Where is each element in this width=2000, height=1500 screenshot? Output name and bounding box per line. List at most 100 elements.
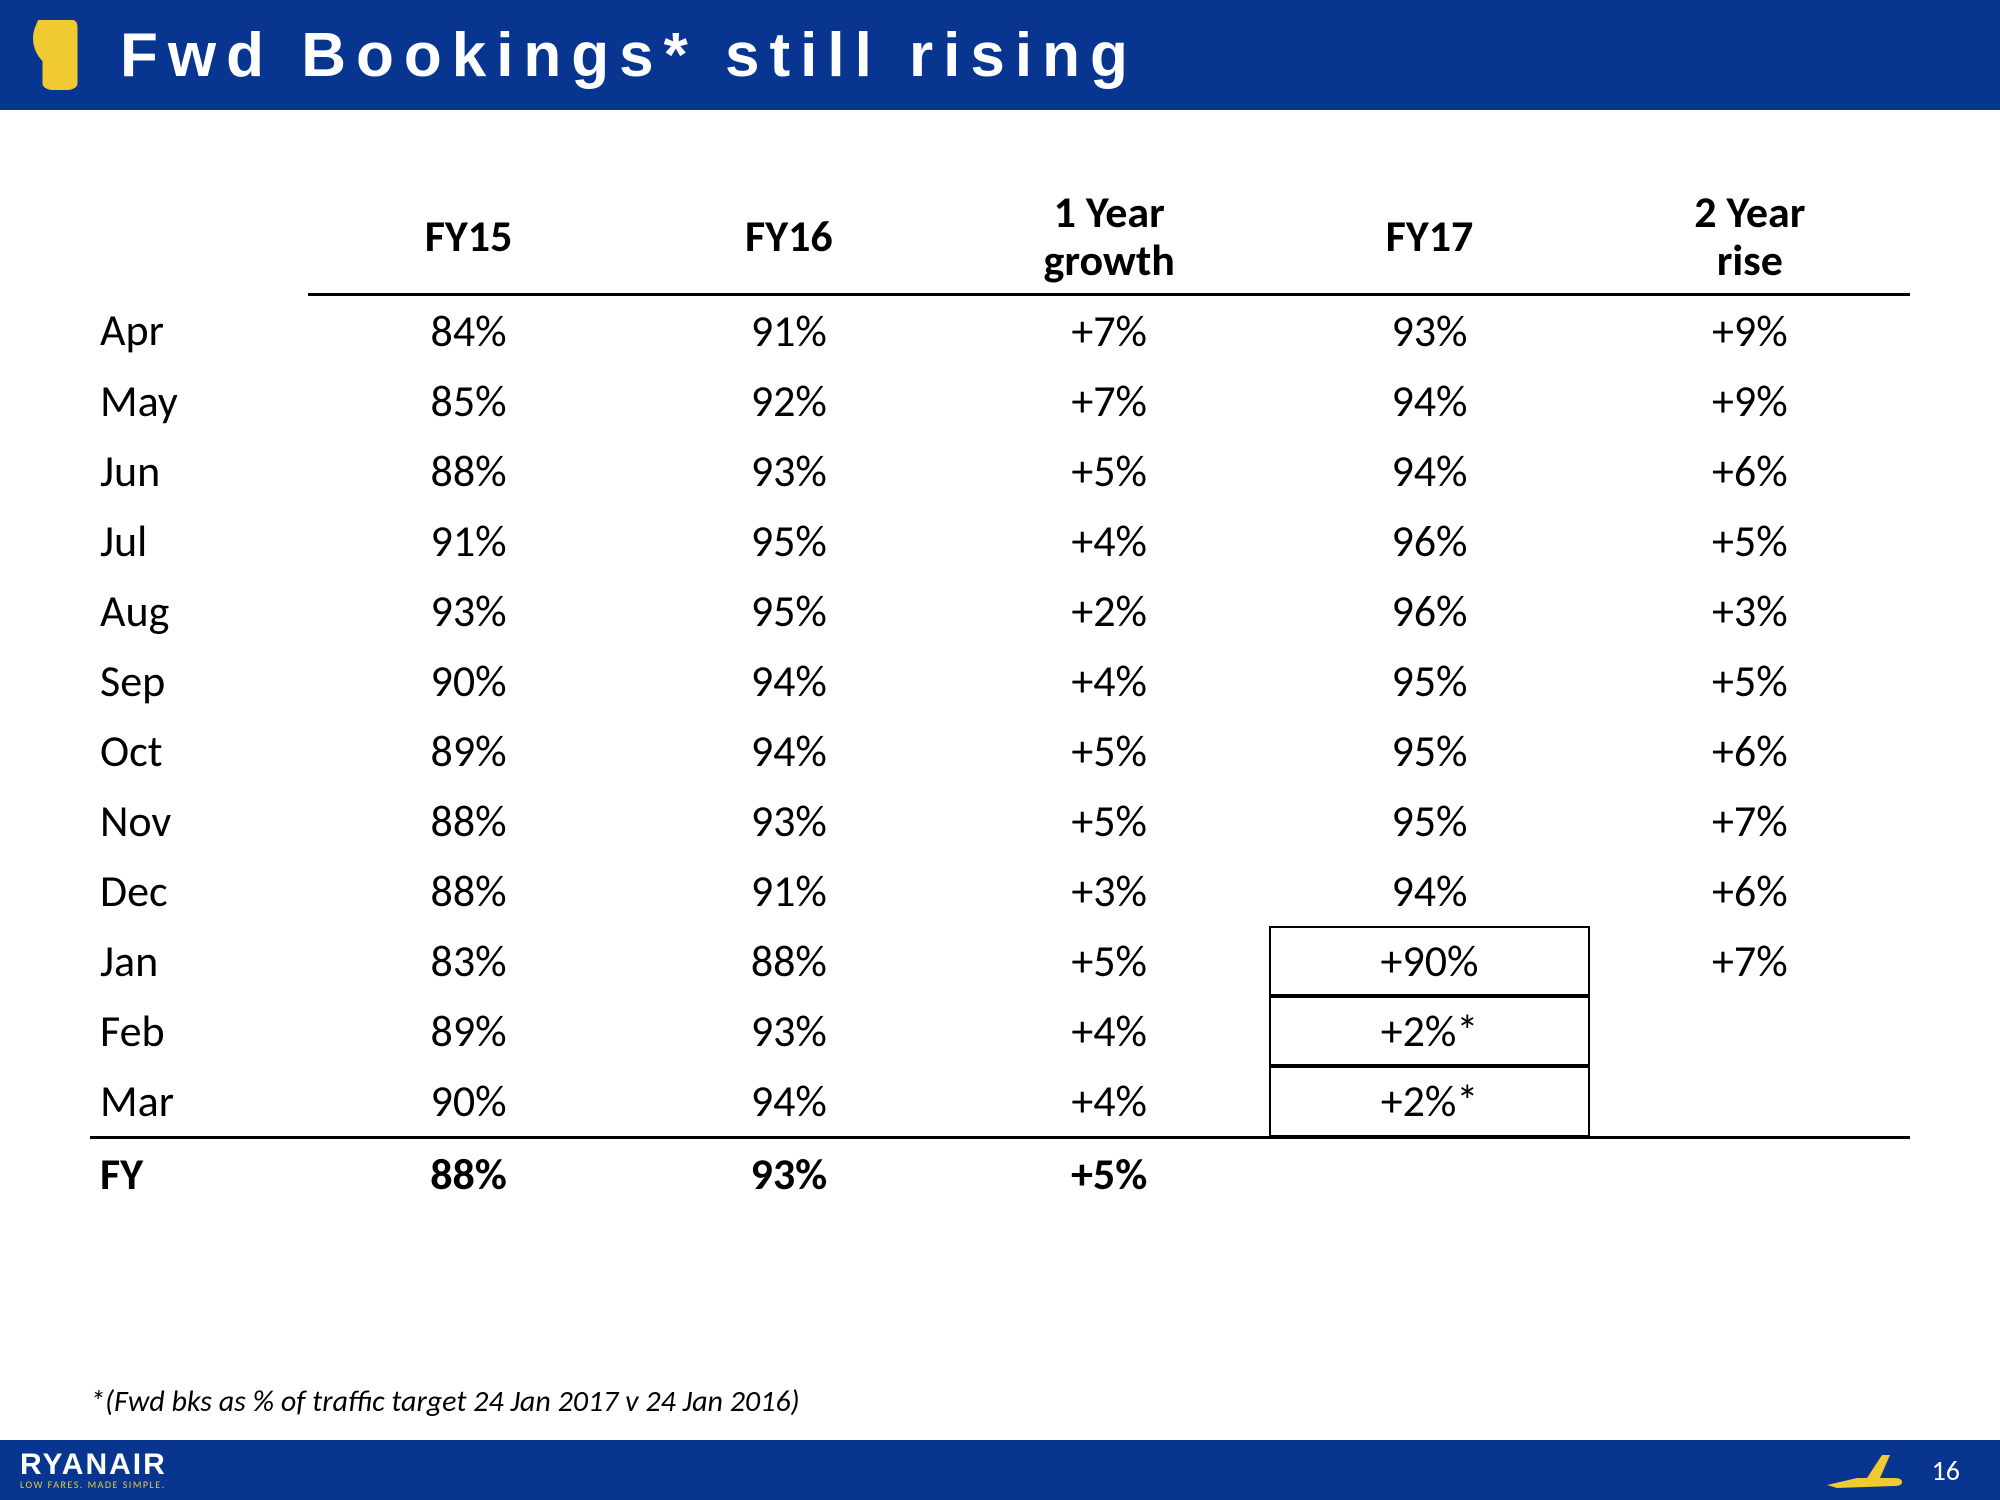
- cell-fy16: 93%: [629, 996, 949, 1066]
- cell-month: FY: [90, 1137, 308, 1209]
- cell-fy17: 96%: [1269, 506, 1589, 576]
- cell-fy16: 92%: [629, 366, 949, 436]
- cell-2yr: +7%: [1590, 926, 1910, 996]
- page-number: 16: [1932, 1453, 1960, 1488]
- slide: Fwd Bookings* still rising FY15 FY16 1 Y…: [0, 0, 2000, 1500]
- cell-fy17: 96%: [1269, 576, 1589, 646]
- table-header-row: FY15 FY16 1 Yeargrowth FY17 2 Yearrise: [90, 180, 1910, 294]
- cell-fy15: 91%: [308, 506, 628, 576]
- cell-month: Jun: [90, 436, 308, 506]
- cell-month: Jan: [90, 926, 308, 996]
- table-row: Nov88%93%+5%95%+7%: [90, 786, 1910, 856]
- cell-fy15: 90%: [308, 1066, 628, 1138]
- table-row: Apr84%91%+7%93%+9%: [90, 294, 1910, 366]
- cell-fy17: 94%: [1269, 856, 1589, 926]
- cell-fy17: 93%: [1269, 294, 1589, 366]
- cell-fy16: 94%: [629, 1066, 949, 1138]
- cell-fy17: [1269, 1137, 1589, 1209]
- cell-1yr: +7%: [949, 366, 1269, 436]
- col-header-fy17: FY17: [1269, 180, 1589, 294]
- cell-month: Sep: [90, 646, 308, 716]
- table-row: Aug93%95%+2%96%+3%: [90, 576, 1910, 646]
- table-row: Mar90%94%+4%+2%*: [90, 1066, 1910, 1138]
- cell-1yr: +4%: [949, 646, 1269, 716]
- cell-fy15: 89%: [308, 716, 628, 786]
- footer-logo: RYANAIR LOW FARES. MADE SIMPLE.: [20, 1450, 167, 1490]
- cell-fy16: 88%: [629, 926, 949, 996]
- cell-1yr: +4%: [949, 1066, 1269, 1138]
- table-row: May85%92%+7%94%+9%: [90, 366, 1910, 436]
- table-row: Feb89%93%+4%+2%*: [90, 996, 1910, 1066]
- cell-month: Nov: [90, 786, 308, 856]
- cell-fy15: 83%: [308, 926, 628, 996]
- footer-tagline: LOW FARES. MADE SIMPLE.: [20, 1480, 167, 1490]
- table-row: Sep90%94%+4%95%+5%: [90, 646, 1910, 716]
- cell-2yr: +6%: [1590, 856, 1910, 926]
- cell-1yr: +5%: [949, 716, 1269, 786]
- footer-right: 16: [1822, 1450, 1960, 1490]
- cell-month: Apr: [90, 294, 308, 366]
- table-row: Oct89%94%+5%95%+6%: [90, 716, 1910, 786]
- cell-1yr: +2%: [949, 576, 1269, 646]
- cell-2yr: +3%: [1590, 576, 1910, 646]
- cell-month: Oct: [90, 716, 308, 786]
- cell-2yr: [1590, 996, 1910, 1066]
- cell-fy17: +2%*: [1269, 996, 1589, 1066]
- cell-fy15: 93%: [308, 576, 628, 646]
- cell-fy16: 93%: [629, 1137, 949, 1209]
- cell-2yr: +6%: [1590, 436, 1910, 506]
- page-title: Fwd Bookings* still rising: [120, 20, 1138, 91]
- cell-fy16: 95%: [629, 506, 949, 576]
- cell-fy16: 95%: [629, 576, 949, 646]
- cell-fy17: 94%: [1269, 436, 1589, 506]
- cell-2yr: [1590, 1137, 1910, 1209]
- header-bar: Fwd Bookings* still rising: [0, 0, 2000, 110]
- cell-fy15: 88%: [308, 436, 628, 506]
- cell-2yr: +5%: [1590, 646, 1910, 716]
- cell-month: Dec: [90, 856, 308, 926]
- table-row: Dec88%91%+3%94%+6%: [90, 856, 1910, 926]
- cell-fy15: 85%: [308, 366, 628, 436]
- cell-2yr: +9%: [1590, 366, 1910, 436]
- footer-bar: RYANAIR LOW FARES. MADE SIMPLE. 16: [0, 1440, 2000, 1500]
- cell-fy16: 94%: [629, 646, 949, 716]
- cell-1yr: +7%: [949, 294, 1269, 366]
- cell-fy16: 91%: [629, 294, 949, 366]
- cell-month: Jul: [90, 506, 308, 576]
- cell-1yr: +5%: [949, 926, 1269, 996]
- col-header-fy15: FY15: [308, 180, 628, 294]
- cell-month: Aug: [90, 576, 308, 646]
- cell-fy17: 95%: [1269, 646, 1589, 716]
- harp-icon: [30, 20, 90, 90]
- footnote: *(Fwd bks as % of traffic target 24 Jan …: [90, 1383, 800, 1420]
- cell-1yr: +4%: [949, 506, 1269, 576]
- footer-brand: RYANAIR: [20, 1450, 167, 1480]
- plane-icon: [1822, 1450, 1902, 1490]
- table-row: Jul91%95%+4%96%+5%: [90, 506, 1910, 576]
- cell-fy17: 95%: [1269, 716, 1589, 786]
- table-row: Jun88%93%+5%94%+6%: [90, 436, 1910, 506]
- cell-2yr: [1590, 1066, 1910, 1138]
- col-header-1yr: 1 Yeargrowth: [949, 180, 1269, 294]
- cell-2yr: +5%: [1590, 506, 1910, 576]
- col-header-blank: [90, 180, 308, 294]
- cell-fy17: +90%: [1269, 926, 1589, 996]
- cell-fy15: 89%: [308, 996, 628, 1066]
- col-header-fy16: FY16: [629, 180, 949, 294]
- cell-fy15: 90%: [308, 646, 628, 716]
- cell-month: May: [90, 366, 308, 436]
- cell-fy17: 95%: [1269, 786, 1589, 856]
- cell-fy16: 91%: [629, 856, 949, 926]
- cell-1yr: +4%: [949, 996, 1269, 1066]
- cell-2yr: +7%: [1590, 786, 1910, 856]
- cell-1yr: +5%: [949, 1137, 1269, 1209]
- cell-fy15: 88%: [308, 856, 628, 926]
- cell-month: Feb: [90, 996, 308, 1066]
- cell-fy16: 93%: [629, 786, 949, 856]
- cell-2yr: +9%: [1590, 294, 1910, 366]
- cell-fy16: 93%: [629, 436, 949, 506]
- cell-1yr: +5%: [949, 786, 1269, 856]
- cell-month: Mar: [90, 1066, 308, 1138]
- table-row: Jan83%88%+5%+90%+7%: [90, 926, 1910, 996]
- cell-1yr: +5%: [949, 436, 1269, 506]
